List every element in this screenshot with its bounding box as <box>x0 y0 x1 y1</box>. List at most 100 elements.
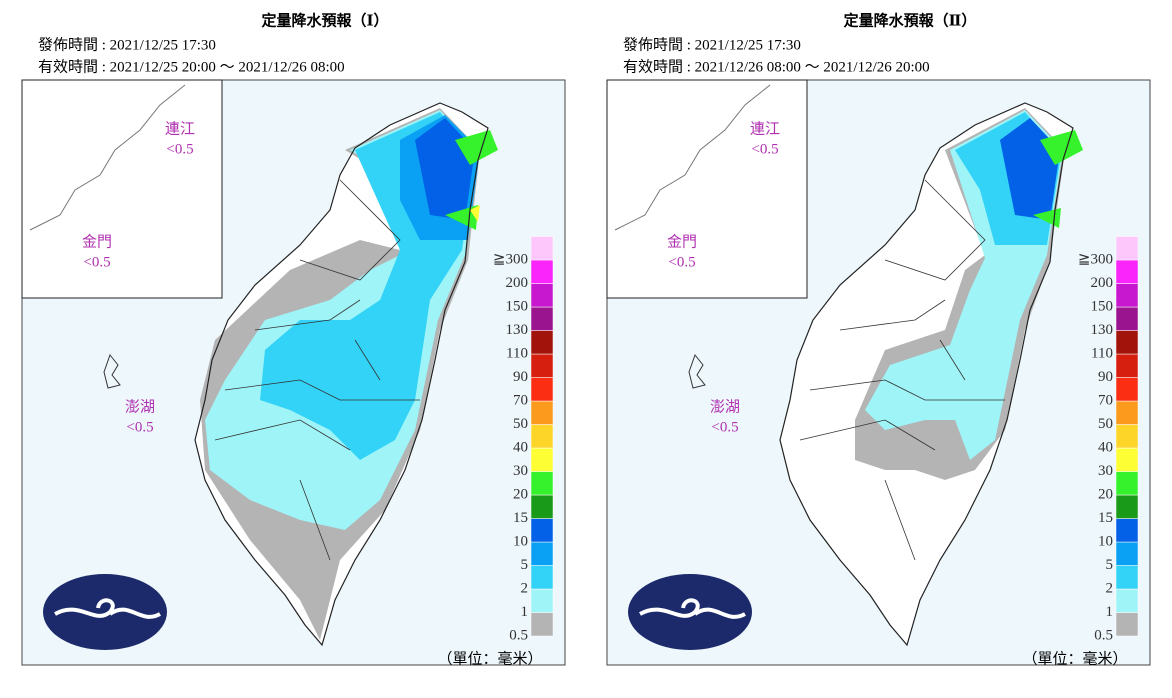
legend-swatch <box>1115 518 1139 543</box>
legend-swatch <box>530 494 554 519</box>
issue-time: 發佈時間 : 2021/12/25 17:30 <box>623 36 801 53</box>
legend-swatch <box>530 400 554 425</box>
legend-swatch <box>1115 283 1139 308</box>
legend-label: 20 <box>1098 486 1113 502</box>
penghu <box>103 353 121 389</box>
island-name: 澎湖 <box>125 398 155 415</box>
panel-title: 定量降水預報（Ⅰ） <box>261 11 388 29</box>
legend-label: 1 <box>1106 604 1114 620</box>
legend-swatch <box>1115 353 1139 378</box>
legend-swatch <box>1115 306 1139 331</box>
legend-swatch <box>530 353 554 378</box>
island-value: <0.5 <box>751 141 778 157</box>
legend-swatch <box>530 565 554 590</box>
coastline <box>29 84 186 231</box>
legend-swatch <box>530 471 554 496</box>
logo-swirl <box>54 598 161 619</box>
island-value: <0.5 <box>83 254 110 270</box>
panel: 定量降水預報（Ⅰ） 發佈時間 : 2021/12/25 17:30 有效時間 : 2… <box>21 11 566 667</box>
legend-swatch <box>530 377 554 402</box>
legend-swatch <box>1115 588 1139 613</box>
legend-swatch <box>530 541 554 566</box>
rain-area <box>470 205 480 222</box>
legend-swatch <box>1115 494 1139 519</box>
legend-swatch <box>1115 541 1139 566</box>
island-value: <0.5 <box>166 141 193 157</box>
legend-label: 110 <box>506 345 528 361</box>
legend-swatch <box>530 259 554 284</box>
panel: 定量降水預報（Ⅱ） 發佈時間 : 2021/12/25 17:30 有效時間 : 2… <box>606 11 1151 667</box>
legend-label: 150 <box>506 298 529 314</box>
legend-label: 5 <box>1106 557 1114 573</box>
legend-swatch <box>530 447 554 472</box>
legend-label: 150 <box>1091 298 1114 314</box>
valid-time: 有效時間 : 2021/12/26 08:00 ～ 2021/12/26 20:… <box>623 58 930 75</box>
legend-swatch <box>1115 236 1139 261</box>
legend-label: 40 <box>513 439 528 455</box>
legend-swatch <box>1115 612 1139 637</box>
legend-swatch <box>1115 424 1139 449</box>
legend-label: 2 <box>521 580 529 596</box>
legend-label: 200 <box>1091 275 1114 291</box>
inset-box <box>21 79 223 299</box>
legend-label: 0.5 <box>1094 627 1113 643</box>
penghu <box>688 353 706 389</box>
legend-label: 200 <box>506 275 529 291</box>
legend-label: 5 <box>521 557 529 573</box>
legend-label: 90 <box>1098 369 1113 385</box>
unit-label: （單位：毫米） <box>1022 649 1127 667</box>
rain-area <box>455 130 498 165</box>
county-borders <box>799 179 1005 561</box>
logo <box>43 574 167 650</box>
legend-label: 1 <box>521 604 529 620</box>
panel-title: 定量降水預報（Ⅱ） <box>844 11 977 29</box>
legend-swatch <box>530 236 554 261</box>
island-value: <0.5 <box>668 254 695 270</box>
legend-swatch <box>1115 447 1139 472</box>
island-value: <0.5 <box>126 419 153 435</box>
legend-label: 50 <box>513 416 528 432</box>
inset-box <box>606 79 808 299</box>
legend-swatch <box>530 588 554 613</box>
valid-time: 有效時間 : 2021/12/25 20:00 ～ 2021/12/26 08:… <box>38 58 345 75</box>
legend-swatch <box>530 330 554 355</box>
legend-label: 10 <box>1098 533 1113 549</box>
island-name: 連江 <box>165 120 195 137</box>
legend-label: ≧300 <box>493 251 528 267</box>
legend-label: 50 <box>1098 416 1113 432</box>
legend-label: 30 <box>1098 463 1113 479</box>
legend-label: 2 <box>1106 580 1114 596</box>
rain-area <box>1040 130 1083 165</box>
island-name: 金門 <box>82 233 112 250</box>
legend-label: 90 <box>513 369 528 385</box>
legend-label: 0.5 <box>509 627 528 643</box>
island-name: 澎湖 <box>710 398 740 415</box>
legend-swatch <box>1115 400 1139 425</box>
logo <box>628 574 752 650</box>
unit-label: （單位：毫米） <box>437 649 542 667</box>
legend-swatch <box>530 424 554 449</box>
legend-label: 20 <box>513 486 528 502</box>
legend-label: 130 <box>506 322 529 338</box>
legend-label: 70 <box>513 392 528 408</box>
legend-swatch <box>1115 471 1139 496</box>
island-name: 連江 <box>750 120 780 137</box>
legend-label: 15 <box>513 510 528 526</box>
legend-swatch <box>1115 565 1139 590</box>
legend-label: 110 <box>1091 345 1113 361</box>
legend-swatch <box>1115 330 1139 355</box>
legend-label: 15 <box>1098 510 1113 526</box>
legend-label: 40 <box>1098 439 1113 455</box>
logo-swirl <box>639 598 746 619</box>
legend-label: 10 <box>513 533 528 549</box>
legend-label: ≧300 <box>1078 251 1113 267</box>
legend-label: 30 <box>513 463 528 479</box>
island-name: 金門 <box>667 233 697 250</box>
legend-swatch <box>1115 259 1139 284</box>
legend-swatch <box>1115 377 1139 402</box>
legend-swatch <box>530 306 554 331</box>
legend-label: 70 <box>1098 392 1113 408</box>
legend-label: 130 <box>1091 322 1114 338</box>
county-borders <box>214 179 420 561</box>
